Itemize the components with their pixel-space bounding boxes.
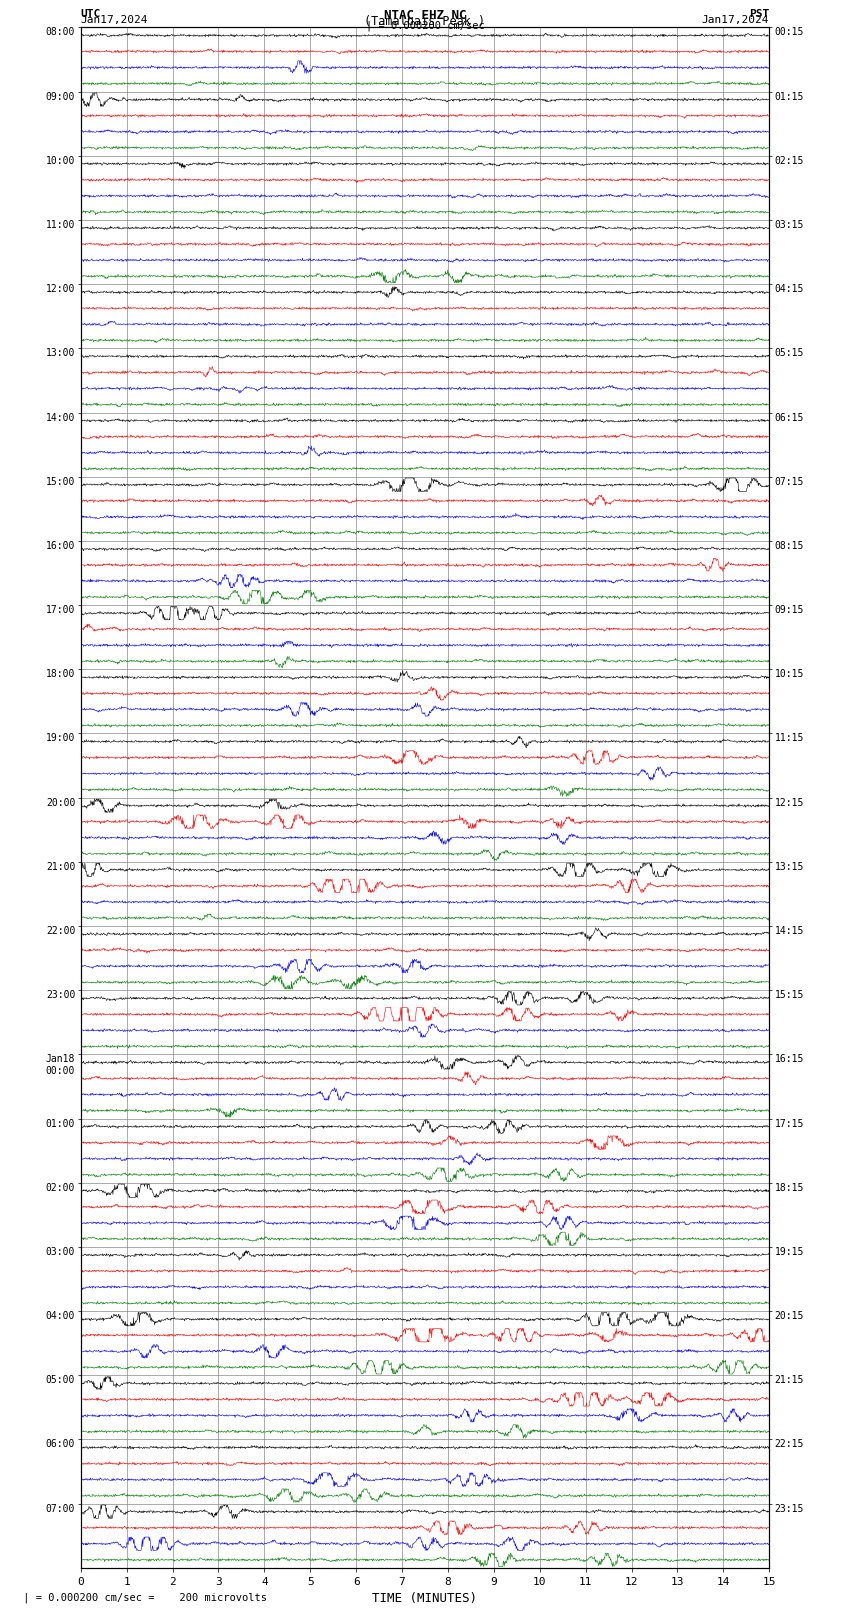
X-axis label: TIME (MINUTES): TIME (MINUTES)	[372, 1592, 478, 1605]
Text: Jan17,2024: Jan17,2024	[81, 16, 148, 26]
Text: UTC: UTC	[81, 10, 101, 19]
Text: Jan17,2024: Jan17,2024	[702, 16, 769, 26]
Text: | = 0.000200 cm/sec: | = 0.000200 cm/sec	[366, 21, 484, 32]
Text: NTAC EHZ NC: NTAC EHZ NC	[383, 10, 467, 23]
Text: PST: PST	[749, 10, 769, 19]
Text: (Tamalpais Peak ): (Tamalpais Peak )	[365, 16, 485, 29]
Text: | = 0.000200 cm/sec =    200 microvolts: | = 0.000200 cm/sec = 200 microvolts	[17, 1592, 267, 1603]
